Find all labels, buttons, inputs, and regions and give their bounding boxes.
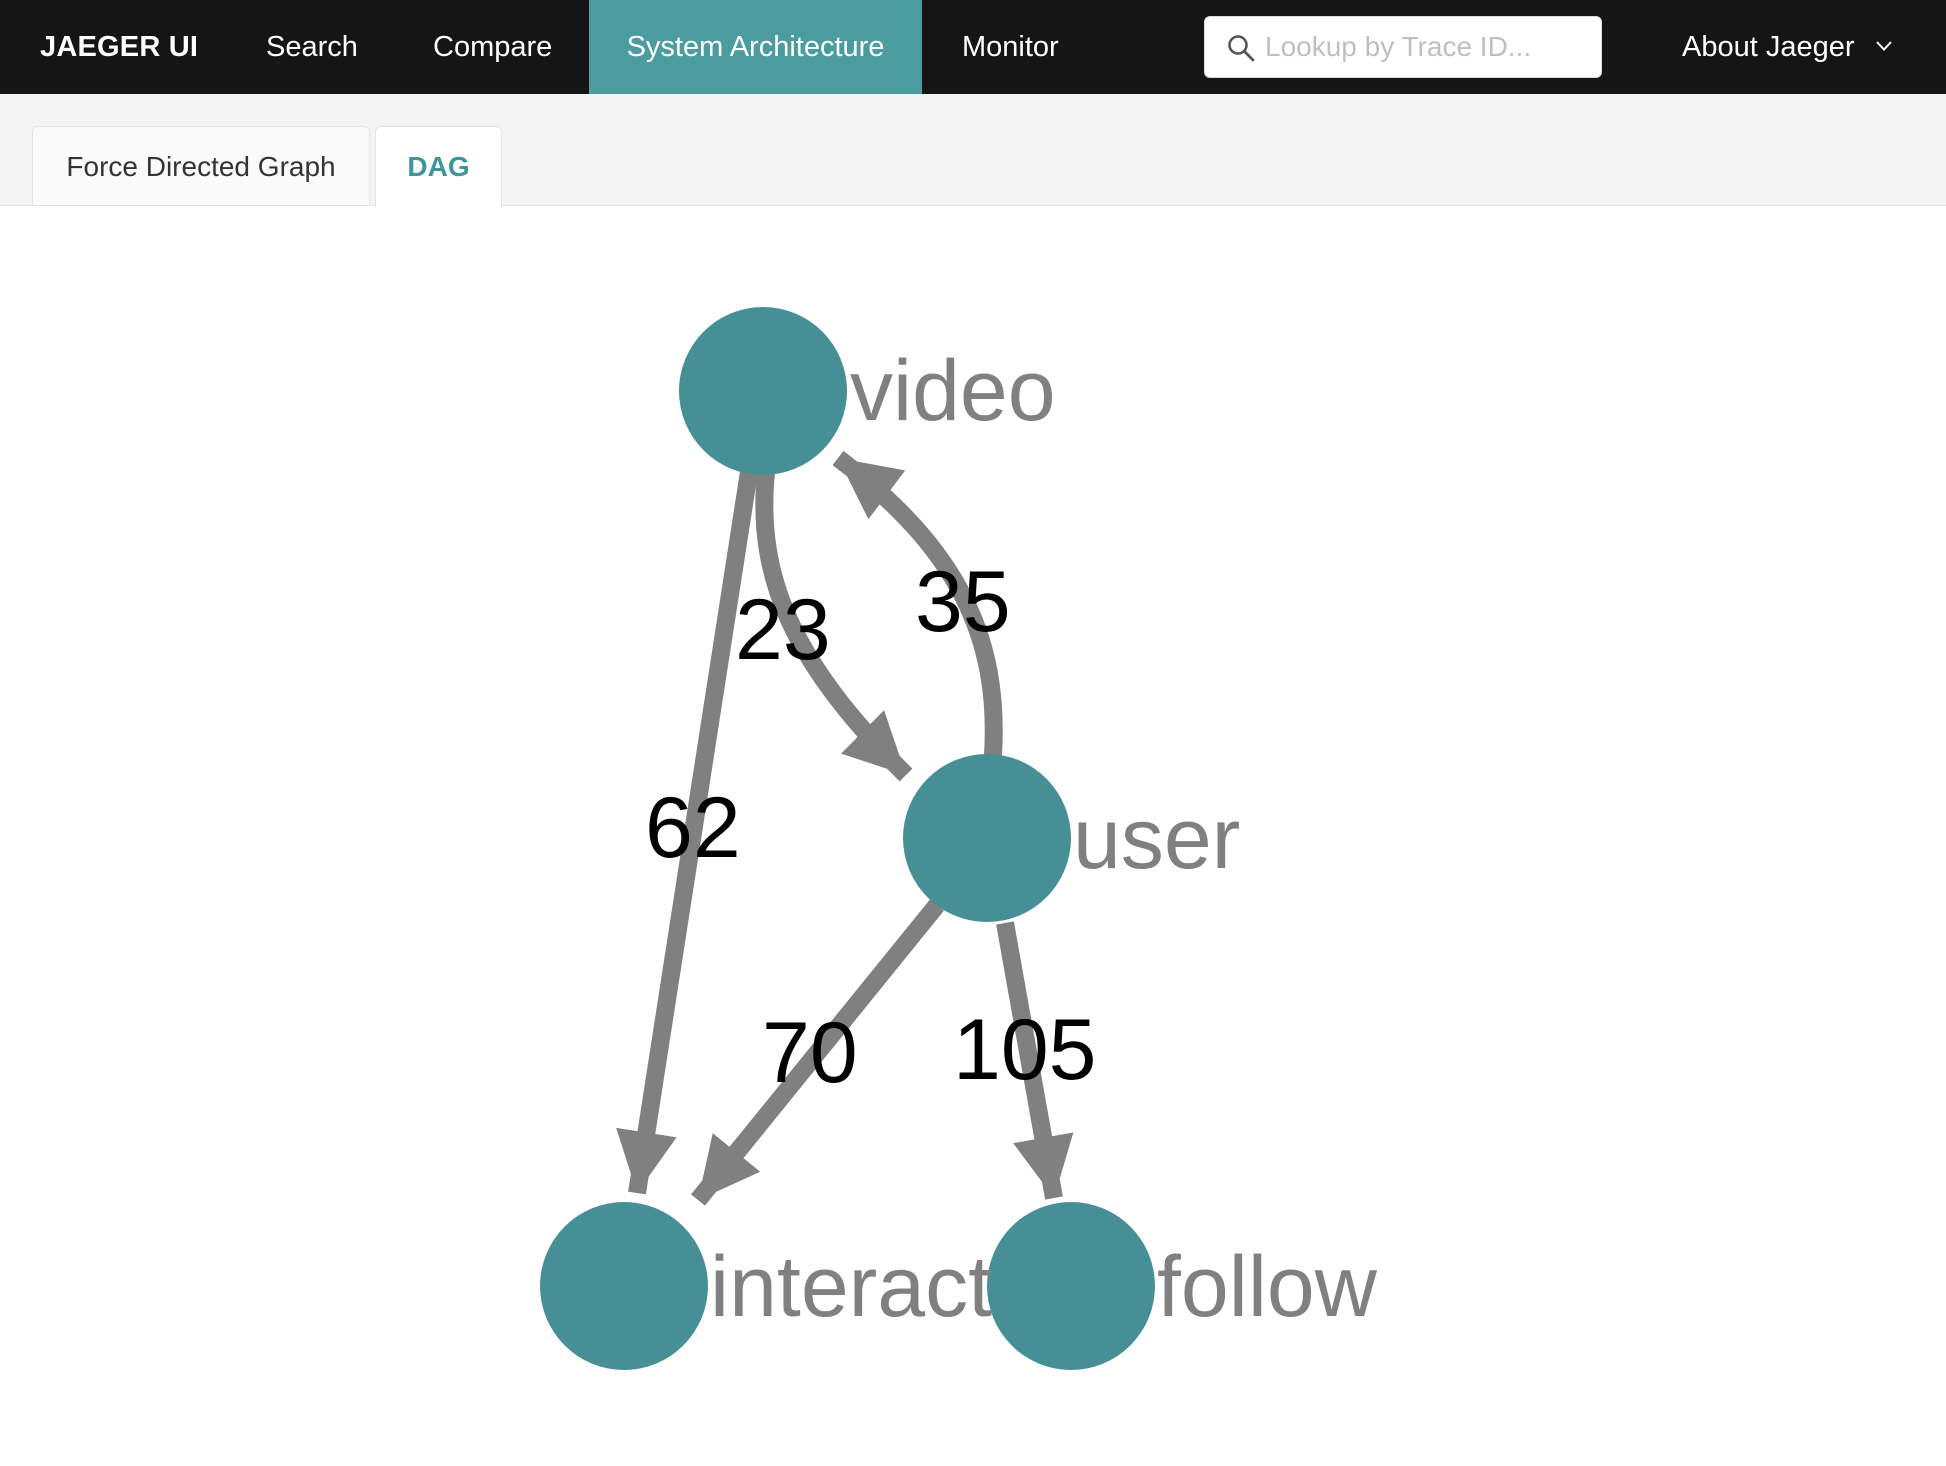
dag-graph-canvas[interactable]: video user interact follow 23 35 62 70 1… <box>0 206 1946 1466</box>
dag-graph[interactable]: video user interact follow 23 35 62 70 1… <box>0 206 1946 1466</box>
node-label-follow: follow <box>1157 1239 1378 1335</box>
top-navbar: JAEGER UI Search Compare System Architec… <box>0 0 1946 94</box>
chevron-down-icon <box>1875 40 1893 52</box>
node-video[interactable] <box>679 307 847 475</box>
node-interact[interactable] <box>540 1202 708 1370</box>
nav-monitor[interactable]: Monitor <box>962 0 1059 94</box>
edge-label-user-interact: 70 <box>762 1005 858 1101</box>
about-jaeger-menu[interactable]: About Jaeger <box>1682 0 1893 94</box>
edge-label-user-video: 35 <box>915 554 1011 650</box>
nav-search[interactable]: Search <box>266 0 358 94</box>
tab-force-directed-graph[interactable]: Force Directed Graph <box>32 126 370 205</box>
node-follow[interactable] <box>987 1202 1155 1370</box>
nav-system-architecture[interactable]: System Architecture <box>589 0 922 94</box>
node-label-video: video <box>850 343 1056 439</box>
trace-id-input[interactable] <box>1265 17 1585 77</box>
edge-label-user-follow: 105 <box>953 1002 1097 1098</box>
search-icon <box>1227 34 1255 62</box>
node-label-interact: interact <box>710 1239 992 1335</box>
trace-id-lookup[interactable] <box>1204 16 1602 78</box>
node-user[interactable] <box>903 754 1071 922</box>
view-tabs: Force Directed Graph DAG <box>0 94 1946 206</box>
edge-label-video-interact: 62 <box>645 780 741 876</box>
nav-compare[interactable]: Compare <box>433 0 552 94</box>
edge-label-video-user: 23 <box>735 582 831 678</box>
brand-logo[interactable]: JAEGER UI <box>40 0 198 94</box>
tab-dag[interactable]: DAG <box>375 126 502 207</box>
about-jaeger-label: About Jaeger <box>1682 31 1855 63</box>
node-label-user: user <box>1073 791 1240 887</box>
